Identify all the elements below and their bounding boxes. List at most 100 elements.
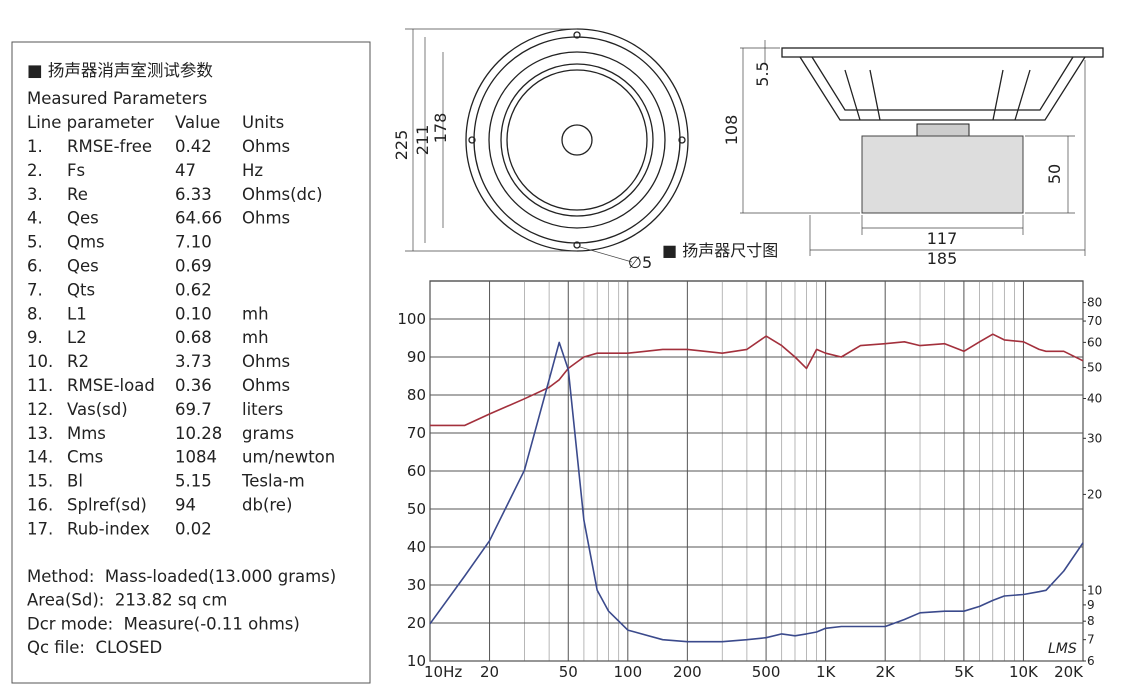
parameter-unit: Tesla-m <box>241 472 305 491</box>
dimension-label: 108 <box>722 115 741 146</box>
y-tick-label: 40 <box>407 538 426 556</box>
row-number: 1. <box>27 137 43 156</box>
y2-tick-label: 30 <box>1087 431 1102 445</box>
y-tick-label: 20 <box>407 614 426 632</box>
parameter-value: 69.7 <box>175 400 212 419</box>
parameter-value: 10.28 <box>175 424 222 443</box>
parameter-value: 7.10 <box>175 233 212 252</box>
row-number: 9. <box>27 328 43 347</box>
dimension-label: 50 <box>1045 164 1064 184</box>
y-tick-label: 60 <box>407 462 426 480</box>
parameter-value: 0.10 <box>175 304 212 323</box>
y-tick-label: 10 <box>407 652 426 670</box>
parameter-name: Mms <box>67 424 106 443</box>
y-tick-label: 100 <box>397 310 426 328</box>
parameter-name: Fs <box>67 161 85 180</box>
method-note: Method: Mass-loaded(13.000 grams) <box>27 567 336 586</box>
parameter-value: 47 <box>175 161 196 180</box>
row-number: 6. <box>27 257 43 276</box>
row-number: 4. <box>27 209 43 228</box>
parameter-unit: um/newton <box>242 448 335 467</box>
parameter-value: 5.15 <box>175 472 212 491</box>
data-line <box>429 341 1084 643</box>
parameter-value: 0.62 <box>175 280 212 299</box>
parameter-value: 1084 <box>175 448 217 467</box>
parameter-value: 6.33 <box>175 185 212 204</box>
y2-tick-label: 40 <box>1087 391 1102 405</box>
parameter-value: 0.68 <box>175 328 212 347</box>
x-tick-label: 20K <box>1054 663 1084 681</box>
row-number: 5. <box>27 233 43 252</box>
header-value: Value <box>175 113 220 132</box>
y2-tick-label: 20 <box>1087 487 1102 501</box>
method-note: Dcr mode: Measure(-0.11 ohms) <box>27 614 300 633</box>
x-tick-label: 100 <box>613 663 642 681</box>
y2-tick-label: 70 <box>1087 314 1102 328</box>
y2-tick-label: 80 <box>1087 296 1102 310</box>
parameter-unit: Ohms(dc) <box>242 185 323 204</box>
y2-tick-label: 9 <box>1087 598 1095 612</box>
method-note: Qc file: CLOSED <box>27 638 162 657</box>
x-tick-label: 2K <box>875 663 896 681</box>
frequency-response-chart: 10Hz 20 50 100 200 500 1K 2K 5K 10K 20K 10 20 30 40 50 6… <box>397 280 1102 681</box>
parameter-box <box>11 41 371 684</box>
x-tick-label: 5K <box>954 663 975 681</box>
x-tick-label: 10K <box>1009 663 1039 681</box>
parameter-unit: Hz <box>242 161 263 180</box>
side-view: 5.5 108 50 117 185 <box>722 40 1104 268</box>
parameter-value: 94 <box>175 496 196 515</box>
header-parameter: Line parameter <box>27 113 154 132</box>
y2-tick-label: 6 <box>1087 654 1095 668</box>
parameter-name: Cms <box>67 448 103 467</box>
y-tick-label: 90 <box>407 348 426 366</box>
parameter-value: 3.73 <box>175 352 212 371</box>
row-number: 2. <box>27 161 43 180</box>
parameter-value: 0.42 <box>175 137 212 156</box>
parameter-unit: Ohms <box>242 209 290 228</box>
dimension-label: 117 <box>927 229 958 248</box>
x-tick-label: 50 <box>559 663 578 681</box>
table-title: ■ 扬声器消声室测试参数 <box>27 61 213 80</box>
parameter-value: 0.02 <box>175 519 212 538</box>
y2-tick-label: 8 <box>1087 614 1095 628</box>
header-units: Units <box>242 113 284 132</box>
data-line <box>430 333 1084 427</box>
x-tick-label: 200 <box>673 663 702 681</box>
row-number: 10. <box>27 352 53 371</box>
parameter-unit: mh <box>242 304 269 323</box>
parameter-unit: liters <box>242 400 283 419</box>
y2-tick-label: 50 <box>1087 361 1102 375</box>
front-view: 225 211 178 ∅5 ■ 扬声器尺寸图 <box>392 28 778 272</box>
dimension-label: 178 <box>431 113 450 144</box>
drawing-caption: ■ 扬声器尺寸图 <box>662 241 778 260</box>
row-number: 17. <box>27 519 53 538</box>
parameter-name: RMSE-free <box>67 137 152 156</box>
logo: LMS <box>1048 641 1077 657</box>
row-number: 8. <box>27 304 43 323</box>
parameter-unit: Ohms <box>242 137 290 156</box>
parameter-name: R2 <box>67 352 89 371</box>
y-tick-label: 70 <box>407 424 426 442</box>
row-number: 16. <box>27 496 53 515</box>
row-number: 3. <box>27 185 43 204</box>
y2-tick-label: 10 <box>1087 583 1102 597</box>
parameter-name: Qts <box>67 280 95 299</box>
row-number: 12. <box>27 400 53 419</box>
parameter-name: Re <box>67 185 88 204</box>
method-note: Area(Sd): 213.82 sq cm <box>27 591 227 610</box>
row-number: 7. <box>27 280 43 299</box>
x-tick-label: 10Hz <box>424 663 462 681</box>
parameter-unit: mh <box>242 328 269 347</box>
x-tick-label: 1K <box>816 663 837 681</box>
row-number: 15. <box>27 472 53 491</box>
parameter-name: Bl <box>67 472 83 491</box>
hole-label: ∅5 <box>628 253 652 272</box>
row-number: 13. <box>27 424 53 443</box>
y-tick-label: 50 <box>407 500 426 518</box>
y-tick-label: 80 <box>407 386 426 404</box>
parameter-value: 0.69 <box>175 257 212 276</box>
parameter-value: 64.66 <box>175 209 222 228</box>
parameter-unit: grams <box>242 424 294 443</box>
y2-tick-label: 7 <box>1087 633 1095 647</box>
